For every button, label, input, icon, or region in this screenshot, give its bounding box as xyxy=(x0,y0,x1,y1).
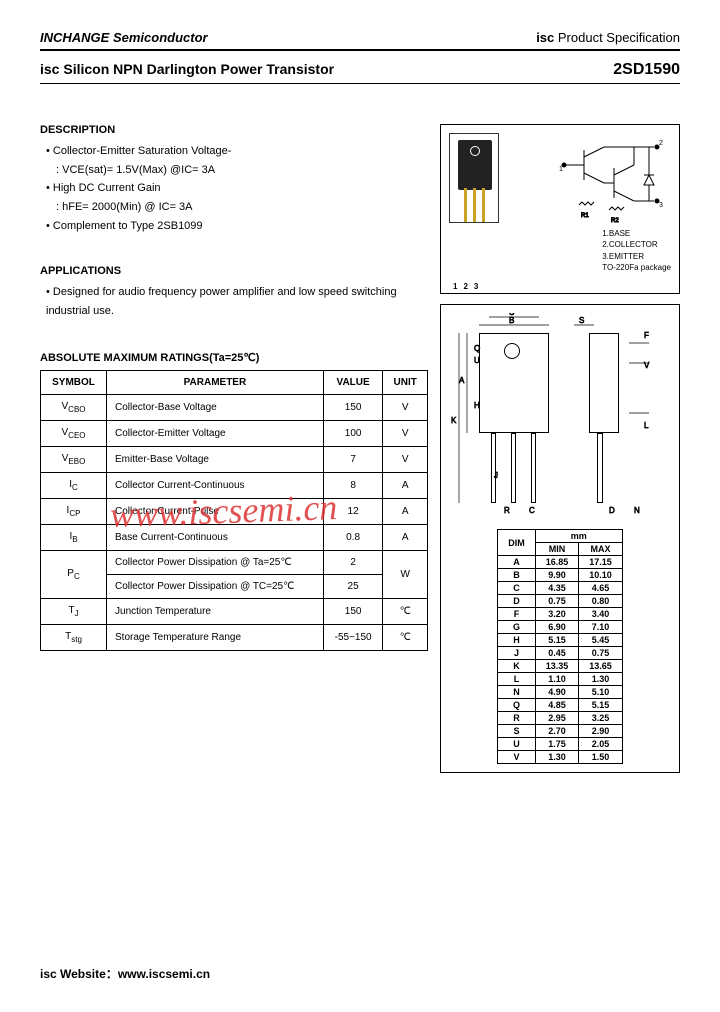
table-row: F3.203.40 xyxy=(498,608,623,621)
table-row: ICCollector Current-Continuous8A xyxy=(41,472,428,498)
package-diagram: 123 R1 R2 123 xyxy=(440,124,680,294)
table-row: J0.450.75 xyxy=(498,647,623,660)
table-row: D0.750.80 xyxy=(498,595,623,608)
svg-text:G: G xyxy=(509,313,514,317)
svg-text:L: L xyxy=(644,421,649,430)
package-image xyxy=(449,133,499,223)
applications-text: Designed for audio frequency power ampli… xyxy=(46,283,428,320)
pin-numbers: 123 xyxy=(453,282,484,291)
table-row: H5.155.45 xyxy=(498,634,623,647)
table-row: S2.702.90 xyxy=(498,725,623,738)
svg-text:N: N xyxy=(634,506,640,515)
company-name: INCHANGE Semiconductor xyxy=(40,30,208,45)
col-unit: UNIT xyxy=(383,370,428,394)
svg-text:R1: R1 xyxy=(581,213,589,219)
desc-sub: : hFE= 2000(Min) @ IC= 3A xyxy=(56,198,428,217)
desc-sub: : VCE(sat)= 1.5V(Max) @IC= 3A xyxy=(56,161,428,180)
col-parameter: PARAMETER xyxy=(107,370,324,394)
table-row: TJJunction Temperature150℃ xyxy=(41,598,428,624)
dimensions-box: B G A K UQ H S F L V R C J D N xyxy=(440,304,680,773)
pin-legend: 1.BASE 2.COLLECTOR 3.EMITTER TO-220Fa pa… xyxy=(602,228,671,273)
table-row: N4.905.10 xyxy=(498,686,623,699)
svg-text:Q: Q xyxy=(474,344,480,353)
svg-text:H: H xyxy=(474,401,480,410)
ratings-heading: ABSOLUTE MAXIMUM RATINGS(Ta=25℃) xyxy=(40,351,428,364)
applications-heading: APPLICATIONS xyxy=(40,265,428,277)
col-value: VALUE xyxy=(323,370,383,394)
svg-text:U: U xyxy=(474,356,480,365)
spec-label: isc Product Specification xyxy=(536,30,680,45)
svg-text:D: D xyxy=(609,506,615,515)
footer: isc Website：www.iscsemi.cn xyxy=(40,965,210,982)
svg-text:K: K xyxy=(451,416,457,425)
col-symbol: SYMBOL xyxy=(41,370,107,394)
table-row: ICPCollector Current-Pulse12A xyxy=(41,498,428,524)
description-list: Collector-Emitter Saturation Voltage- : … xyxy=(46,142,428,235)
part-number: 2SD1590 xyxy=(613,61,680,79)
table-row: TstgStorage Temperature Range-55~150℃ xyxy=(41,624,428,650)
desc-item: Collector-Emitter Saturation Voltage- xyxy=(46,142,428,161)
svg-text:V: V xyxy=(644,361,650,370)
table-row: A16.8517.15 xyxy=(498,556,623,569)
svg-text:R: R xyxy=(504,506,510,515)
table-row: Q4.855.15 xyxy=(498,699,623,712)
darlington-circuit-icon: R1 R2 1 2 3 xyxy=(559,135,669,225)
table-row: U1.752.05 xyxy=(498,738,623,751)
svg-text:S: S xyxy=(579,316,584,325)
svg-text:R2: R2 xyxy=(611,218,619,224)
svg-text:1: 1 xyxy=(559,166,563,173)
desc-item: High DC Current Gain xyxy=(46,179,428,198)
svg-text:C: C xyxy=(529,506,535,515)
table-row: R2.953.25 xyxy=(498,712,623,725)
product-title: isc Silicon NPN Darlington Power Transis… xyxy=(40,61,334,77)
table-row: C4.354.65 xyxy=(498,582,623,595)
dimensions-table: DIMmm MINMAX A16.8517.15B9.9010.10C4.354… xyxy=(497,529,623,764)
table-row: G6.907.10 xyxy=(498,621,623,634)
dimension-drawing: B G A K UQ H S F L V R C J D N xyxy=(449,313,671,523)
table-row: VCEOCollector-Emitter Voltage100V xyxy=(41,420,428,446)
table-row: B9.9010.10 xyxy=(498,569,623,582)
table-row: L1.101.30 xyxy=(498,673,623,686)
ratings-table: SYMBOL PARAMETER VALUE UNIT VCBOCollecto… xyxy=(40,370,428,651)
svg-text:3: 3 xyxy=(659,202,663,209)
svg-text:2: 2 xyxy=(659,140,663,147)
desc-item: Complement to Type 2SB1099 xyxy=(46,217,428,236)
table-row: VEBOEmitter-Base Voltage7V xyxy=(41,446,428,472)
table-row: K13.3513.65 xyxy=(498,660,623,673)
svg-text:J: J xyxy=(494,471,498,480)
svg-text:F: F xyxy=(644,331,649,340)
table-row: IBBase Current-Continuous0.8A xyxy=(41,524,428,550)
table-row: V1.301.50 xyxy=(498,751,623,764)
svg-text:A: A xyxy=(459,376,465,385)
description-heading: DESCRIPTION xyxy=(40,124,428,136)
svg-text:B: B xyxy=(509,316,514,325)
table-row: VCBOCollector-Base Voltage150V xyxy=(41,394,428,420)
table-row: PCCollector Power Dissipation @ Ta=25℃2W xyxy=(41,550,428,574)
dimension-arrows-icon: B G A K UQ H S F L V R C J D N xyxy=(449,313,671,523)
